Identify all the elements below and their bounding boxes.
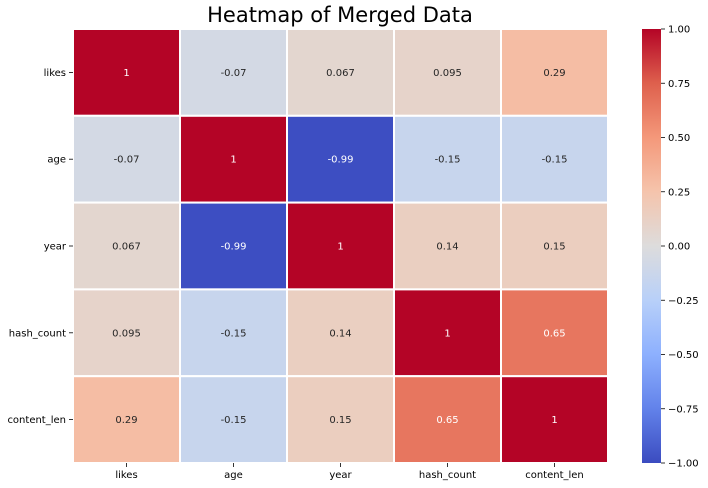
y-tick-label: likes [44, 68, 66, 79]
cell-value-label: -0.15 [435, 155, 461, 166]
colorbar-tick-label: −0.25 [668, 296, 699, 307]
y-tick-label: year [44, 242, 67, 253]
cell-value-label: -0.99 [221, 242, 247, 253]
colorbar-tick-label: 0.50 [668, 133, 690, 144]
heatmap-cell [393, 288, 502, 378]
y-tick-label: content_len [7, 415, 66, 426]
y-axis-tick-labels: likes age year hash_count content_len [7, 68, 73, 426]
x-tick-label: year [329, 470, 352, 481]
cell-value-label: -0.15 [542, 155, 568, 166]
heatmap-cell [393, 201, 502, 291]
cell-value-label: 0.14 [436, 242, 458, 253]
colorbar-tick-label: 1.00 [668, 25, 690, 36]
x-tick-label: likes [115, 470, 137, 481]
heatmap-cell [286, 28, 395, 117]
heatmap-cell [72, 375, 181, 465]
heatmap-cell [500, 114, 609, 204]
cell-value-label: 0.15 [329, 415, 351, 426]
heatmap-cell [500, 288, 609, 378]
x-tick-label: content_len [525, 470, 584, 481]
heatmap-cell [179, 375, 288, 465]
colorbar-tick-label: 0.75 [668, 79, 690, 90]
colorbar-tick-label: −0.50 [668, 350, 699, 361]
cell-value-label: 0.15 [543, 242, 565, 253]
cell-value-label: -0.15 [221, 328, 247, 339]
colorbar-gradient [642, 29, 661, 463]
colorbar-tick-label: −1.00 [668, 459, 699, 470]
cell-value-label: 1 [337, 242, 343, 253]
y-tick-label: hash_count [9, 328, 66, 339]
x-tick-label: age [224, 470, 243, 481]
cell-value-label: -0.07 [114, 155, 140, 166]
y-tick-label: age [47, 155, 66, 166]
cell-value-label: 0.29 [543, 68, 565, 79]
heatmap-cells [72, 28, 609, 465]
cell-value-label: -0.99 [328, 155, 354, 166]
colorbar-tick-label: 0.25 [668, 187, 690, 198]
cell-value-label: 0.067 [326, 68, 355, 79]
heatmap-cell [286, 288, 395, 378]
cell-value-label: 1 [230, 155, 236, 166]
heatmap-cell-labels: 1 -0.07 0.067 0.095 0.29 -0.07 1 -0.99 -0.15 -0.1… [112, 68, 567, 426]
cell-value-label: 0.29 [115, 415, 137, 426]
x-axis-tick-labels: likes age year hash_count content_len [115, 463, 584, 481]
heatmap-cell [179, 28, 288, 117]
cell-value-label: 0.095 [433, 68, 462, 79]
heatmap-cell [179, 288, 288, 378]
heatmap-cell [286, 114, 395, 204]
heatmap-cell [72, 28, 181, 117]
cell-value-label: 0.65 [543, 328, 565, 339]
cell-value-label: -0.15 [221, 415, 247, 426]
x-tick-label: hash_count [419, 470, 476, 481]
colorbar: 1.00 0.75 0.50 0.25 0.00 −0.25 −0.50 −0.75 −1.00 [642, 25, 699, 470]
cell-value-label: 0.067 [112, 242, 141, 253]
colorbar-tick-label: 0.00 [668, 242, 690, 253]
colorbar-tick-label: −0.75 [668, 404, 699, 415]
cell-value-label: 0.095 [112, 328, 141, 339]
heatmap-cell [179, 201, 288, 291]
cell-value-label: 1 [444, 328, 450, 339]
chart-title: Heatmap of Merged Data [207, 3, 473, 27]
cell-value-label: 0.65 [436, 415, 458, 426]
cell-value-label: -0.07 [221, 68, 247, 79]
cell-value-label: 1 [551, 415, 557, 426]
cell-value-label: 0.14 [329, 328, 351, 339]
cell-value-label: 1 [123, 68, 129, 79]
heatmap-cell [286, 375, 395, 465]
